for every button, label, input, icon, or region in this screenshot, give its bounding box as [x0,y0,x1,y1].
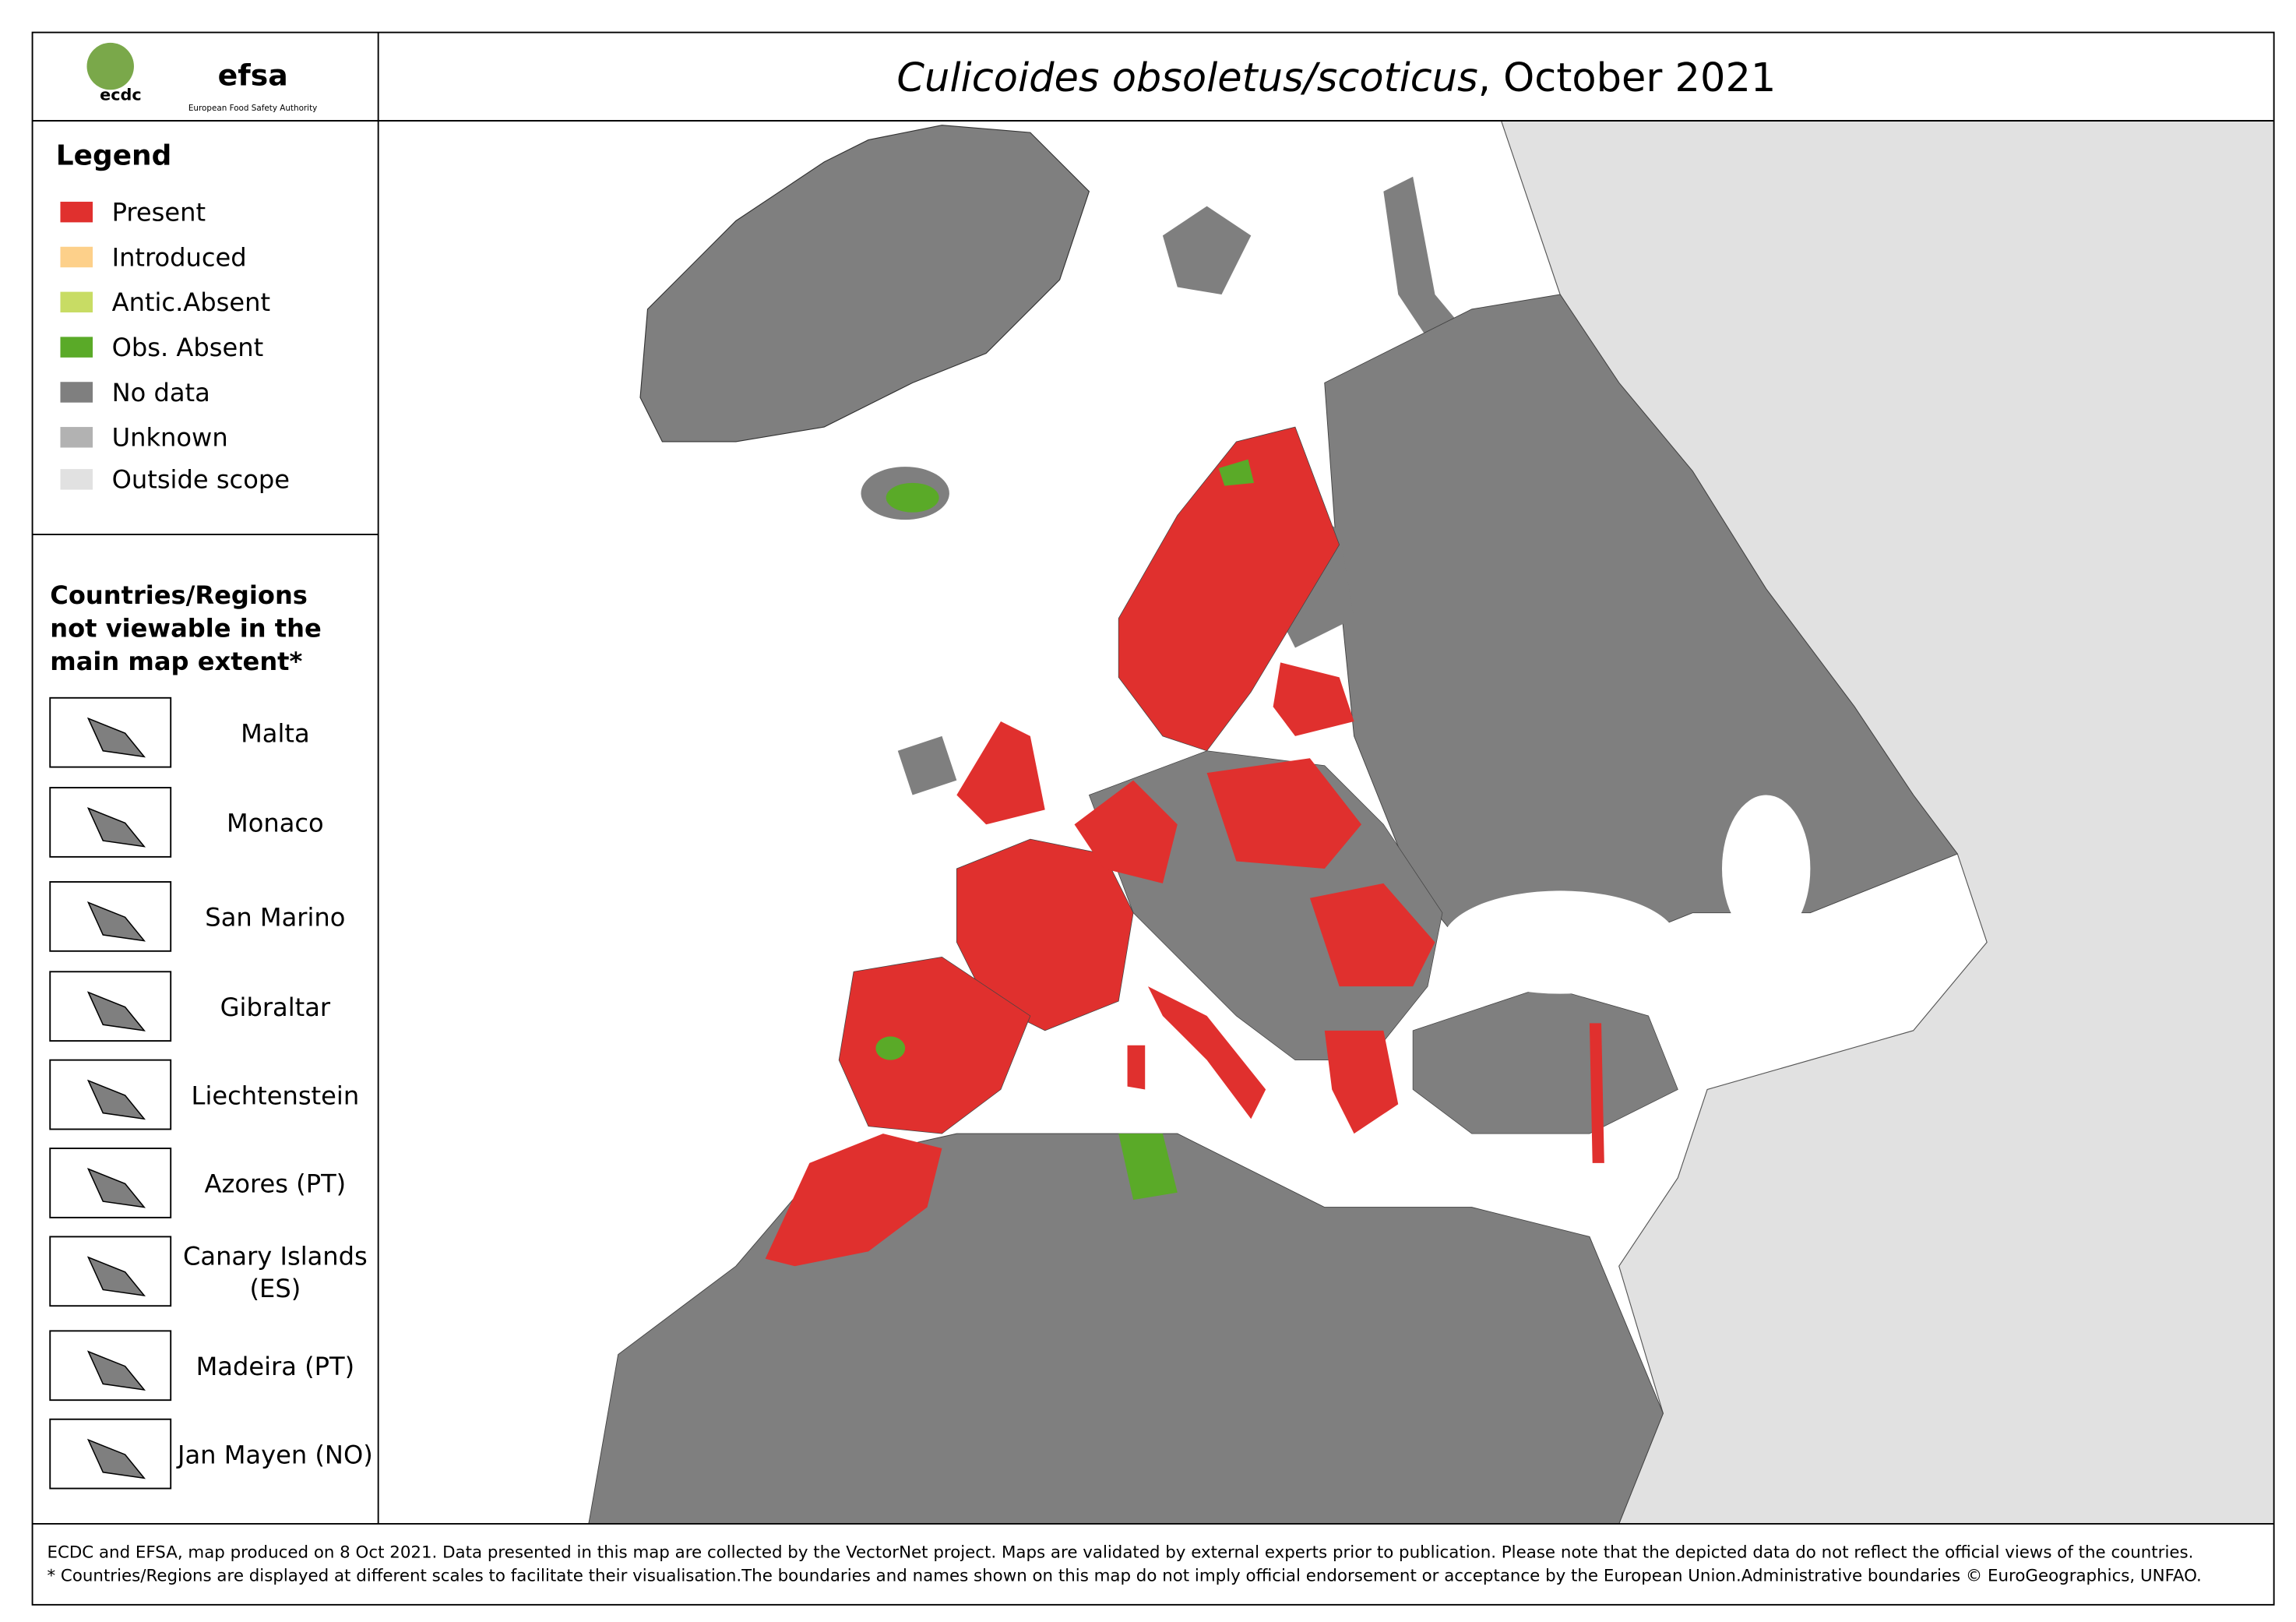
ecdc-logo [86,42,134,90]
spain-absent [875,1036,906,1060]
footer: ECDC and EFSA, map produced on 8 Oct 202… [47,1543,2201,1585]
baltic [1273,662,1354,736]
ireland [897,735,957,795]
inset-label: Azores (PT) [205,1169,347,1199]
map [378,120,2274,1524]
footer-text: * Countries/Regions are displayed at dif… [47,1567,2201,1586]
legend-swatch [60,337,93,358]
inset-label: Malta [241,718,310,748]
svalbard [1162,206,1252,294]
inset-shape [86,901,146,942]
inset-label: Canary Islands [183,1241,368,1271]
legend-label: Present [112,197,206,227]
novaya-zemlya [1383,176,1472,339]
great-britain [956,721,1045,825]
sardinia [1127,1045,1146,1090]
inset-shape [86,717,146,758]
logo-text: efsa [218,58,288,93]
inset-label: Monaco [227,809,324,838]
inset-label: Liechtenstein [192,1081,360,1110]
inset-shape [86,1256,146,1297]
inset-shape [86,1350,146,1391]
lapland-absent [1218,459,1255,486]
israel [1589,1023,1604,1163]
legend-swatch [60,291,93,313]
insets-title: not viewable in the [50,613,321,643]
legend-swatch [60,427,93,448]
greece [1324,1030,1399,1134]
scandinavia [1118,426,1340,752]
inset-label: Gibraltar [220,993,331,1022]
inset-shape [86,1168,146,1208]
inset-label: Jan Mayen (NO) [176,1440,373,1469]
legend-label: Unknown [112,423,228,453]
title-italic: Culicoides obsoletus/scoticus [896,55,1477,101]
italy [1148,986,1266,1120]
legend: Present Introduced Antic.Absent Obs. Absent… [60,197,290,495]
legend-swatch [60,469,93,490]
inset-shape [86,1079,146,1120]
caspian-sea [1722,795,1811,943]
legend-swatch [60,382,93,403]
legend-label: Outside scope [112,465,290,495]
black-sea [1442,890,1678,994]
legend-label: Antic.Absent [112,287,270,317]
inset-shape [86,991,146,1031]
frame [31,31,2275,1606]
tunisia [1118,1134,1178,1201]
romania [1309,883,1435,987]
logo-text: ecdc [100,86,142,104]
inset-label: Madeira (PT) [196,1352,355,1381]
logo-caption: European Food Safety Authority [188,104,317,113]
morocco [765,1134,942,1267]
iceland-absent [886,482,939,513]
iberia [838,956,1031,1134]
inset-shape [86,1438,146,1479]
inset-shape [86,807,146,848]
legend-swatch [60,201,93,223]
france [956,838,1134,1031]
legend-swatch [60,246,93,268]
benelux-germany [1074,780,1178,883]
legend-title: Legend [56,140,171,172]
footer-text: ECDC and EFSA, map produced on 8 Oct 202… [47,1543,2193,1562]
poland [1206,758,1362,869]
title-rest: , October 2021 [1478,55,1777,101]
inset-label: (ES) [250,1274,301,1303]
inset-label: San Marino [205,903,345,933]
legend-label: Introduced [112,242,247,272]
insets-title: main map extent* [50,647,302,676]
greenland [639,125,1090,443]
legend-label: Obs. Absent [112,333,264,362]
legend-label: No data [112,378,210,407]
title: Culicoides obsoletus/scoticus, October 2… [896,55,1776,101]
insets-title: Countries/Regions [50,580,308,610]
